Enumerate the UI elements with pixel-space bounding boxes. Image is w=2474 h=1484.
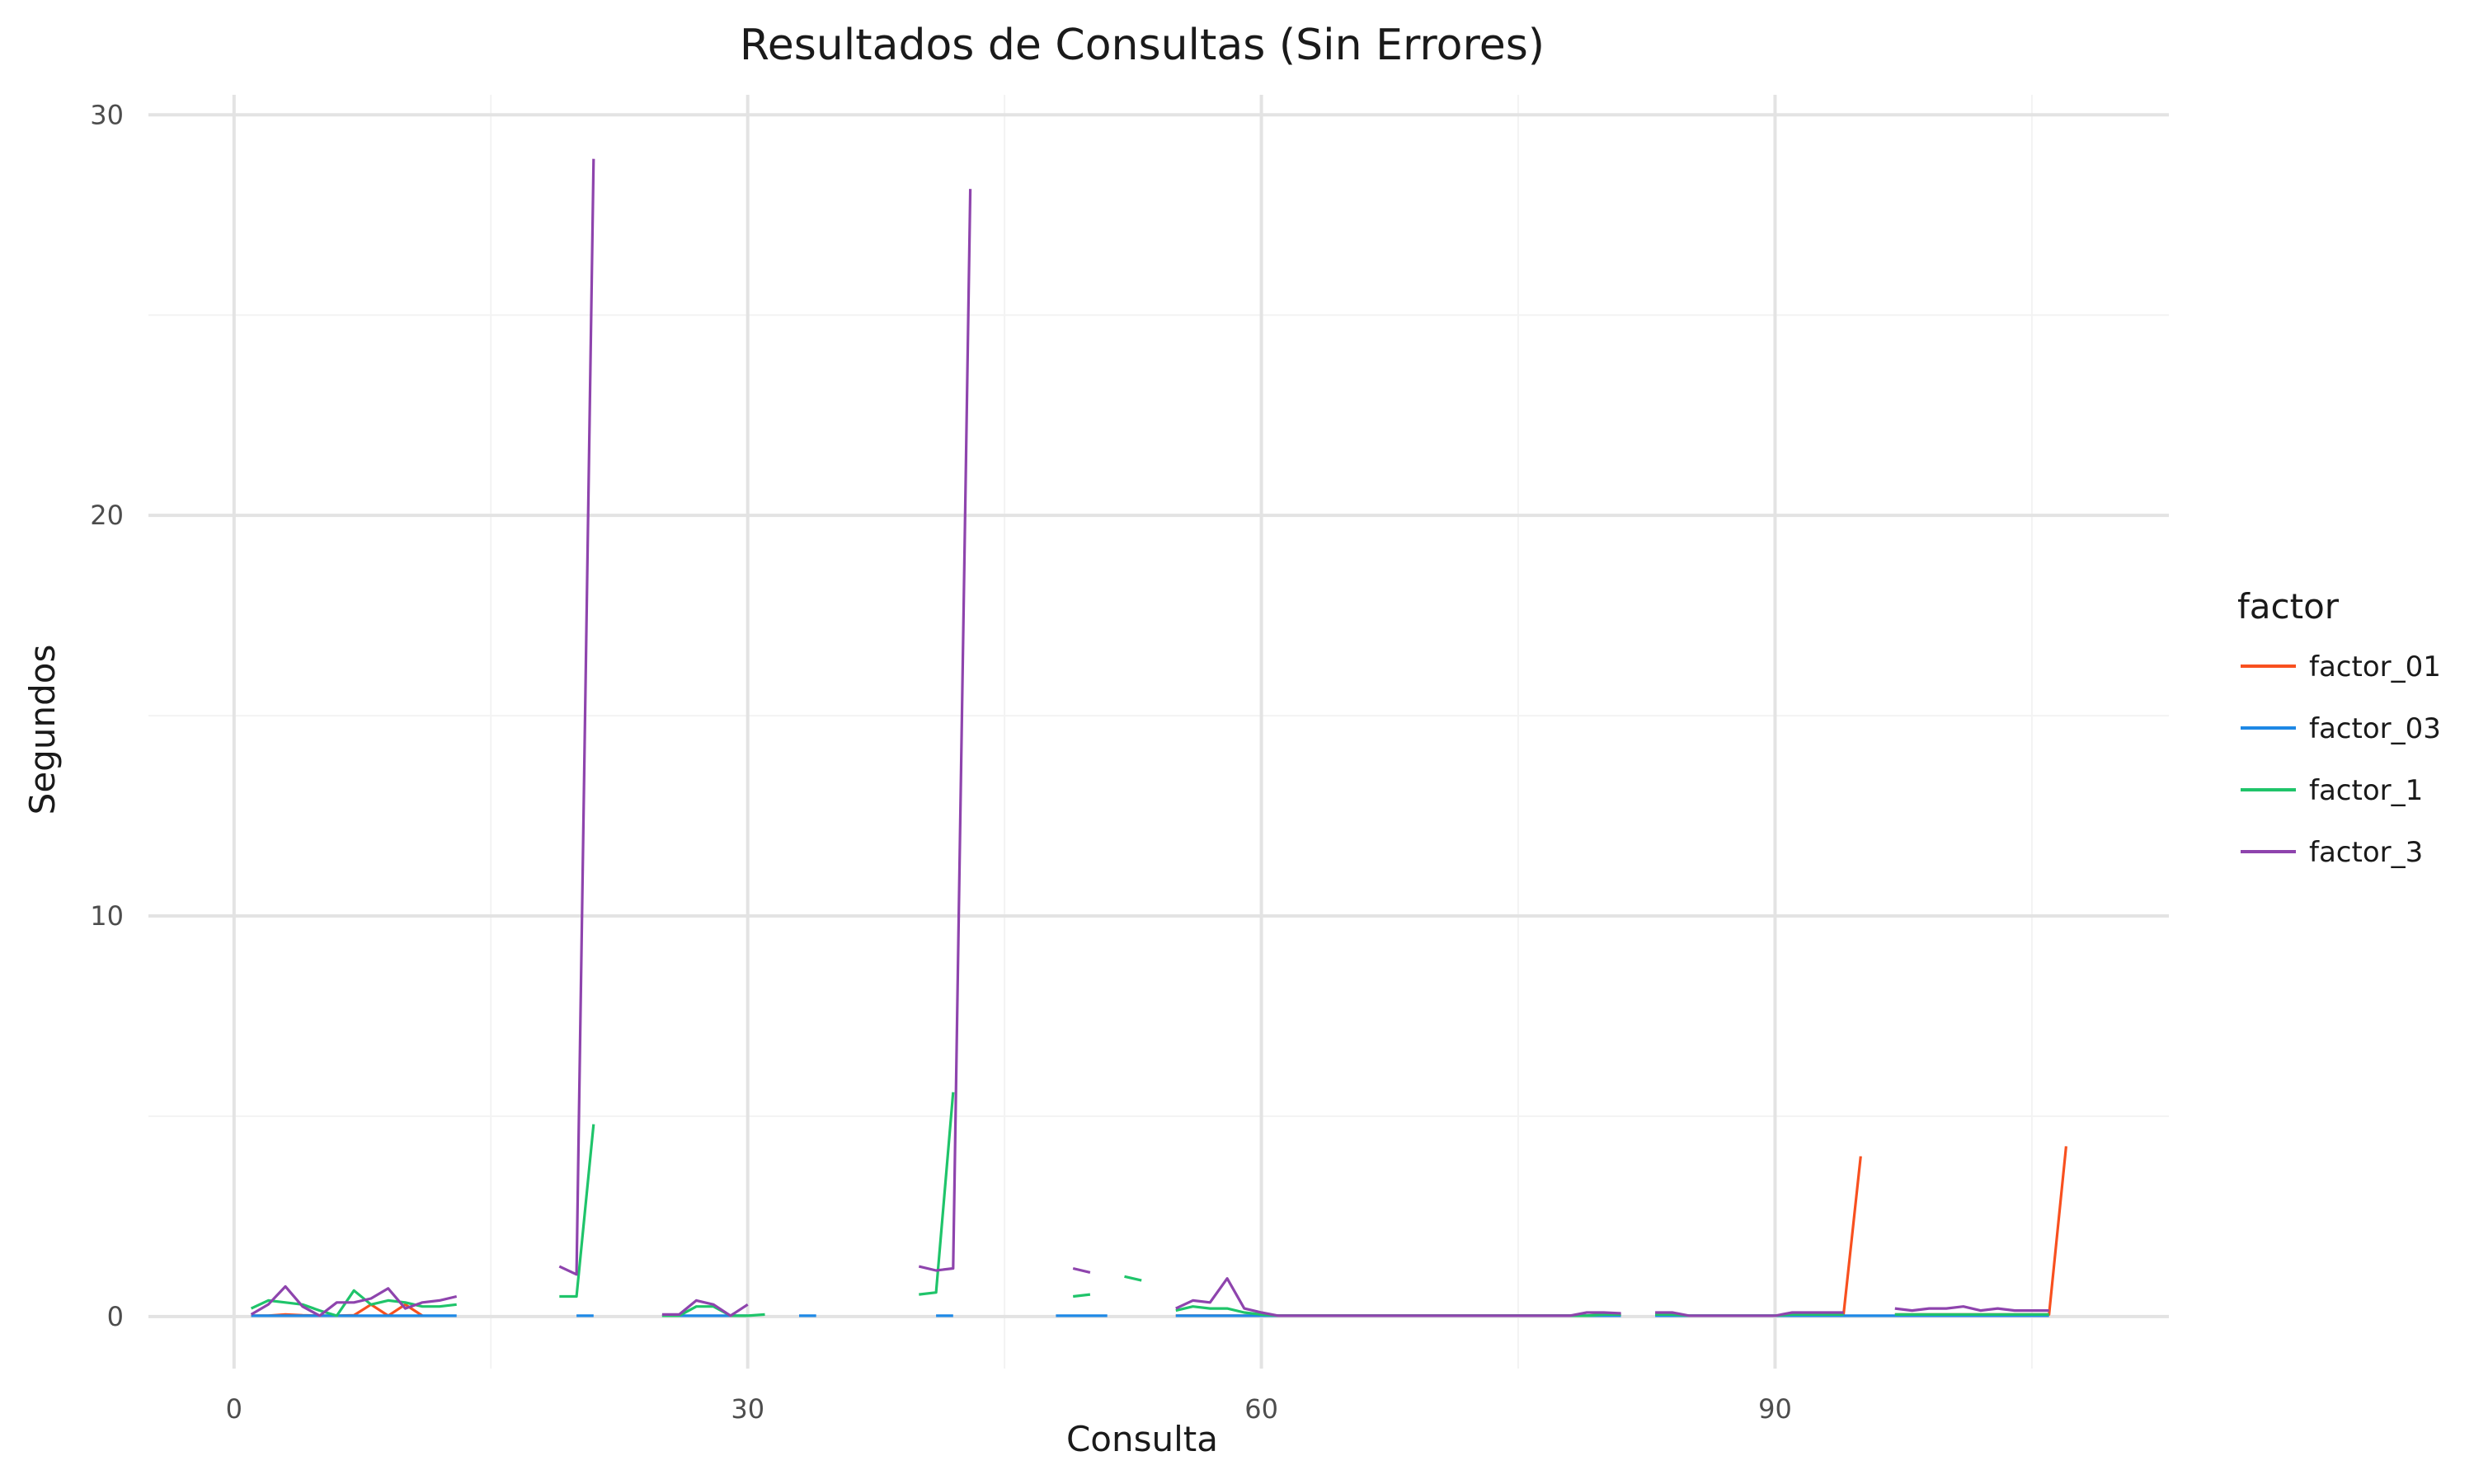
series-line-factor_3 [1655,1311,1844,1317]
series-line-factor_3 [918,189,972,1272]
y-tick-label: 0 [107,1301,124,1332]
y-tick-label: 10 [90,900,124,932]
legend-label-factor_1: factor_1 [2309,774,2423,807]
series-line-factor_1 [1073,1293,1091,1298]
series-line-factor_3 [558,158,595,1276]
series-line-factor_1 [1124,1275,1142,1282]
series-line-factor_1 [250,1289,457,1317]
series-factor_1 [250,1092,2049,1317]
y-tick-label: 30 [90,99,124,130]
series-line-factor_3 [661,1298,749,1317]
series-factor_3 [250,158,2049,1317]
x-tick-label: 60 [1244,1393,1278,1425]
series-line-factor_1 [919,1092,955,1296]
legend-items: factor_01 factor_03 factor_1 factor_3 [2241,650,2441,869]
series-line-factor_01 [1894,1146,2067,1317]
legend-item-factor_1: factor_1 [2241,774,2423,807]
legend-label-factor_01: factor_01 [2309,650,2441,683]
legend-label-factor_03: factor_03 [2309,712,2441,745]
x-tick-label: 30 [731,1393,764,1425]
y-axis-title: Segundos [22,645,63,815]
x-tick-label: 90 [1758,1393,1792,1425]
grid [148,95,2169,1369]
tick-labels: 0 30 60 90 0 10 20 30 [90,99,1792,1425]
series-line-factor_1 [559,1124,595,1298]
series-lines [250,158,2067,1317]
x-axis-title: Consulta [1066,1419,1218,1459]
series-line-factor_3 [1894,1305,2049,1313]
series-line-factor_3 [1175,1277,1621,1317]
chart-title: Resultados de Consultas (Sin Errores) [740,21,1545,70]
legend-item-factor_03: factor_03 [2241,712,2441,745]
series-line-factor_01 [1792,1156,1862,1317]
legend-title: factor [2237,586,2340,627]
series-line-factor_3 [250,1284,458,1317]
legend: factor factor_01factor_03factor_1factor_… [2237,586,2441,869]
y-tick-label: 20 [90,500,124,531]
legend-item-factor_01: factor_01 [2241,650,2441,683]
legend-item-factor_3: factor_3 [2241,836,2423,869]
series-factor_01 [251,1146,2067,1317]
series-line-factor_3 [1072,1266,1091,1274]
x-tick-label: 0 [226,1393,242,1425]
legend-label-factor_3: factor_3 [2309,836,2423,869]
